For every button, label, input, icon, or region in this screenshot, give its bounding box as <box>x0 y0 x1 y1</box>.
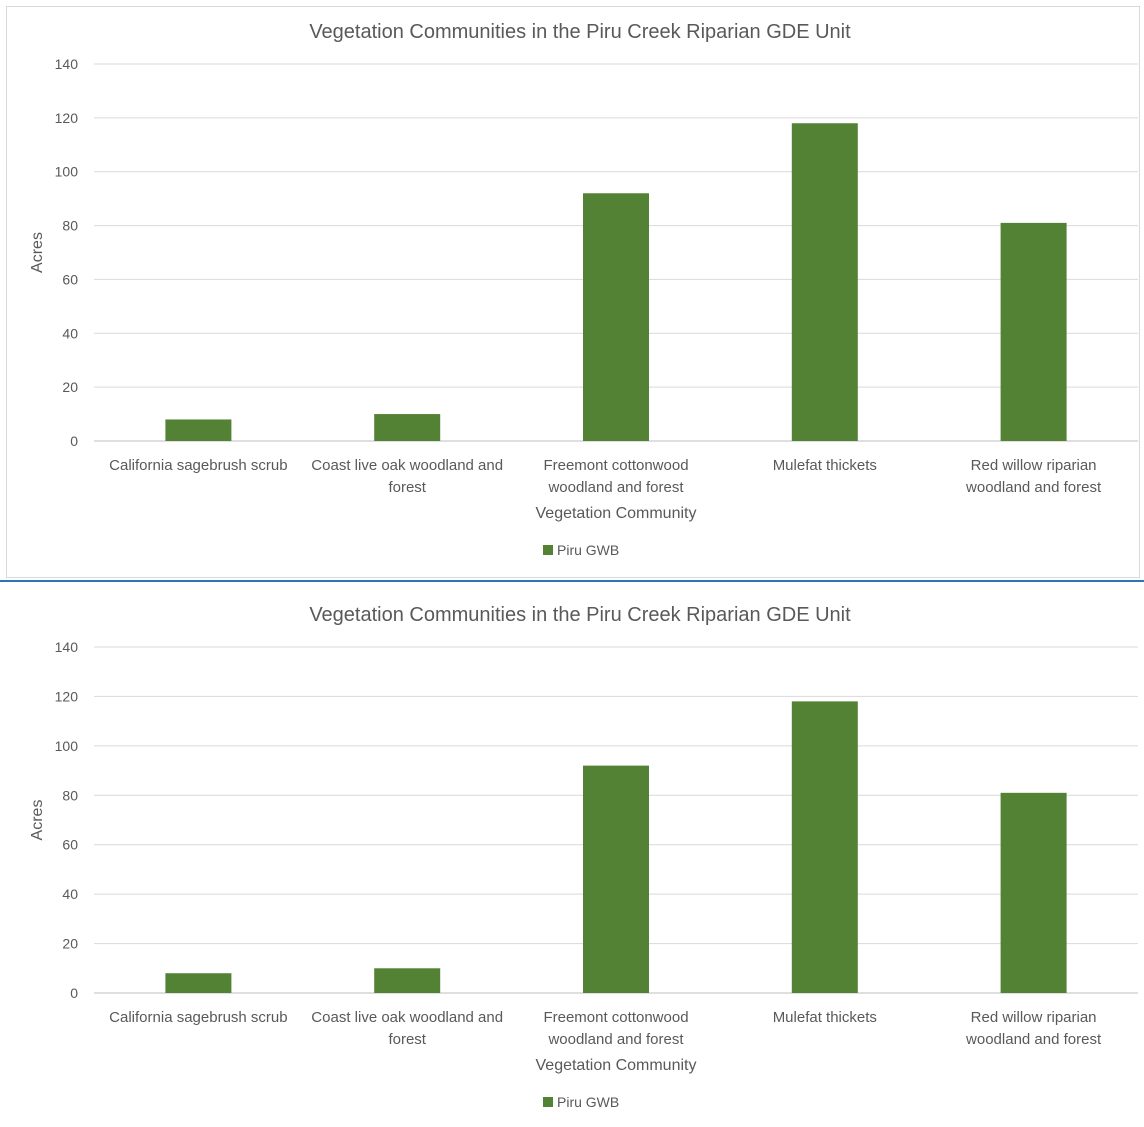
bar <box>791 123 858 441</box>
bar <box>165 973 232 993</box>
bar <box>1000 222 1067 441</box>
y-tick-label: 80 <box>62 787 78 803</box>
y-tick-label: 20 <box>62 936 78 952</box>
x-category-label: Freemont cottonwood <box>543 1009 688 1026</box>
y-tick-label: 0 <box>70 985 78 1001</box>
bar <box>583 765 649 993</box>
x-category-label: woodland and forest <box>547 1031 684 1048</box>
legend-swatch <box>543 545 553 555</box>
y-axis-title: Acres <box>29 232 46 273</box>
y-tick-label: 40 <box>62 886 78 902</box>
y-tick-label: 140 <box>55 639 79 655</box>
chart-title: Vegetation Communities in the Piru Creek… <box>309 21 851 43</box>
y-tick-label: 40 <box>62 325 78 341</box>
y-tick-label: 140 <box>55 56 79 72</box>
x-category-label: Coast live oak woodland and <box>311 457 503 474</box>
x-category-label: California sagebrush scrub <box>109 457 287 474</box>
y-tick-label: 100 <box>55 164 79 180</box>
x-category-label: Mulefat thickets <box>773 457 877 474</box>
x-axis-title: Vegetation Community <box>536 1057 697 1074</box>
x-category-label: Red willow riparian <box>971 457 1097 474</box>
bar <box>374 414 441 441</box>
x-category-label: woodland and forest <box>965 1031 1102 1048</box>
x-category-label: Red willow riparian <box>971 1009 1097 1026</box>
x-category-label: Mulefat thickets <box>773 1009 877 1026</box>
bar <box>165 419 232 441</box>
y-tick-label: 0 <box>70 433 78 449</box>
bar <box>1000 792 1067 993</box>
bar <box>374 968 441 993</box>
y-tick-label: 60 <box>62 837 78 853</box>
y-axis-title: Acres <box>29 800 46 841</box>
bar <box>791 701 858 993</box>
bar-chart-top: Vegetation Communities in the Piru Creek… <box>29 21 1138 558</box>
y-tick-label: 100 <box>55 738 79 754</box>
chart-panel-bottom: Vegetation Communities in the Piru Creek… <box>0 584 1144 1127</box>
x-category-label: forest <box>388 1031 426 1048</box>
y-tick-label: 60 <box>62 271 78 287</box>
x-axis-title: Vegetation Community <box>536 505 697 522</box>
bar <box>583 193 649 441</box>
x-category-label: woodland and forest <box>965 479 1102 496</box>
x-category-label: woodland and forest <box>547 479 684 496</box>
bar-chart-bottom: Vegetation Communities in the Piru Creek… <box>29 604 1138 1110</box>
y-tick-label: 120 <box>55 688 79 704</box>
y-tick-label: 80 <box>62 218 78 234</box>
legend-swatch <box>543 1097 553 1107</box>
y-tick-label: 120 <box>55 110 79 126</box>
legend-label: Piru GWB <box>557 1094 619 1110</box>
chart-title: Vegetation Communities in the Piru Creek… <box>309 604 851 626</box>
legend-label: Piru GWB <box>557 542 619 558</box>
y-tick-label: 20 <box>62 379 78 395</box>
chart-panel-top: Vegetation Communities in the Piru Creek… <box>0 6 1144 582</box>
x-category-label: Coast live oak woodland and <box>311 1009 503 1026</box>
x-category-label: forest <box>388 479 426 496</box>
x-category-label: California sagebrush scrub <box>109 1009 287 1026</box>
x-category-label: Freemont cottonwood <box>543 457 688 474</box>
